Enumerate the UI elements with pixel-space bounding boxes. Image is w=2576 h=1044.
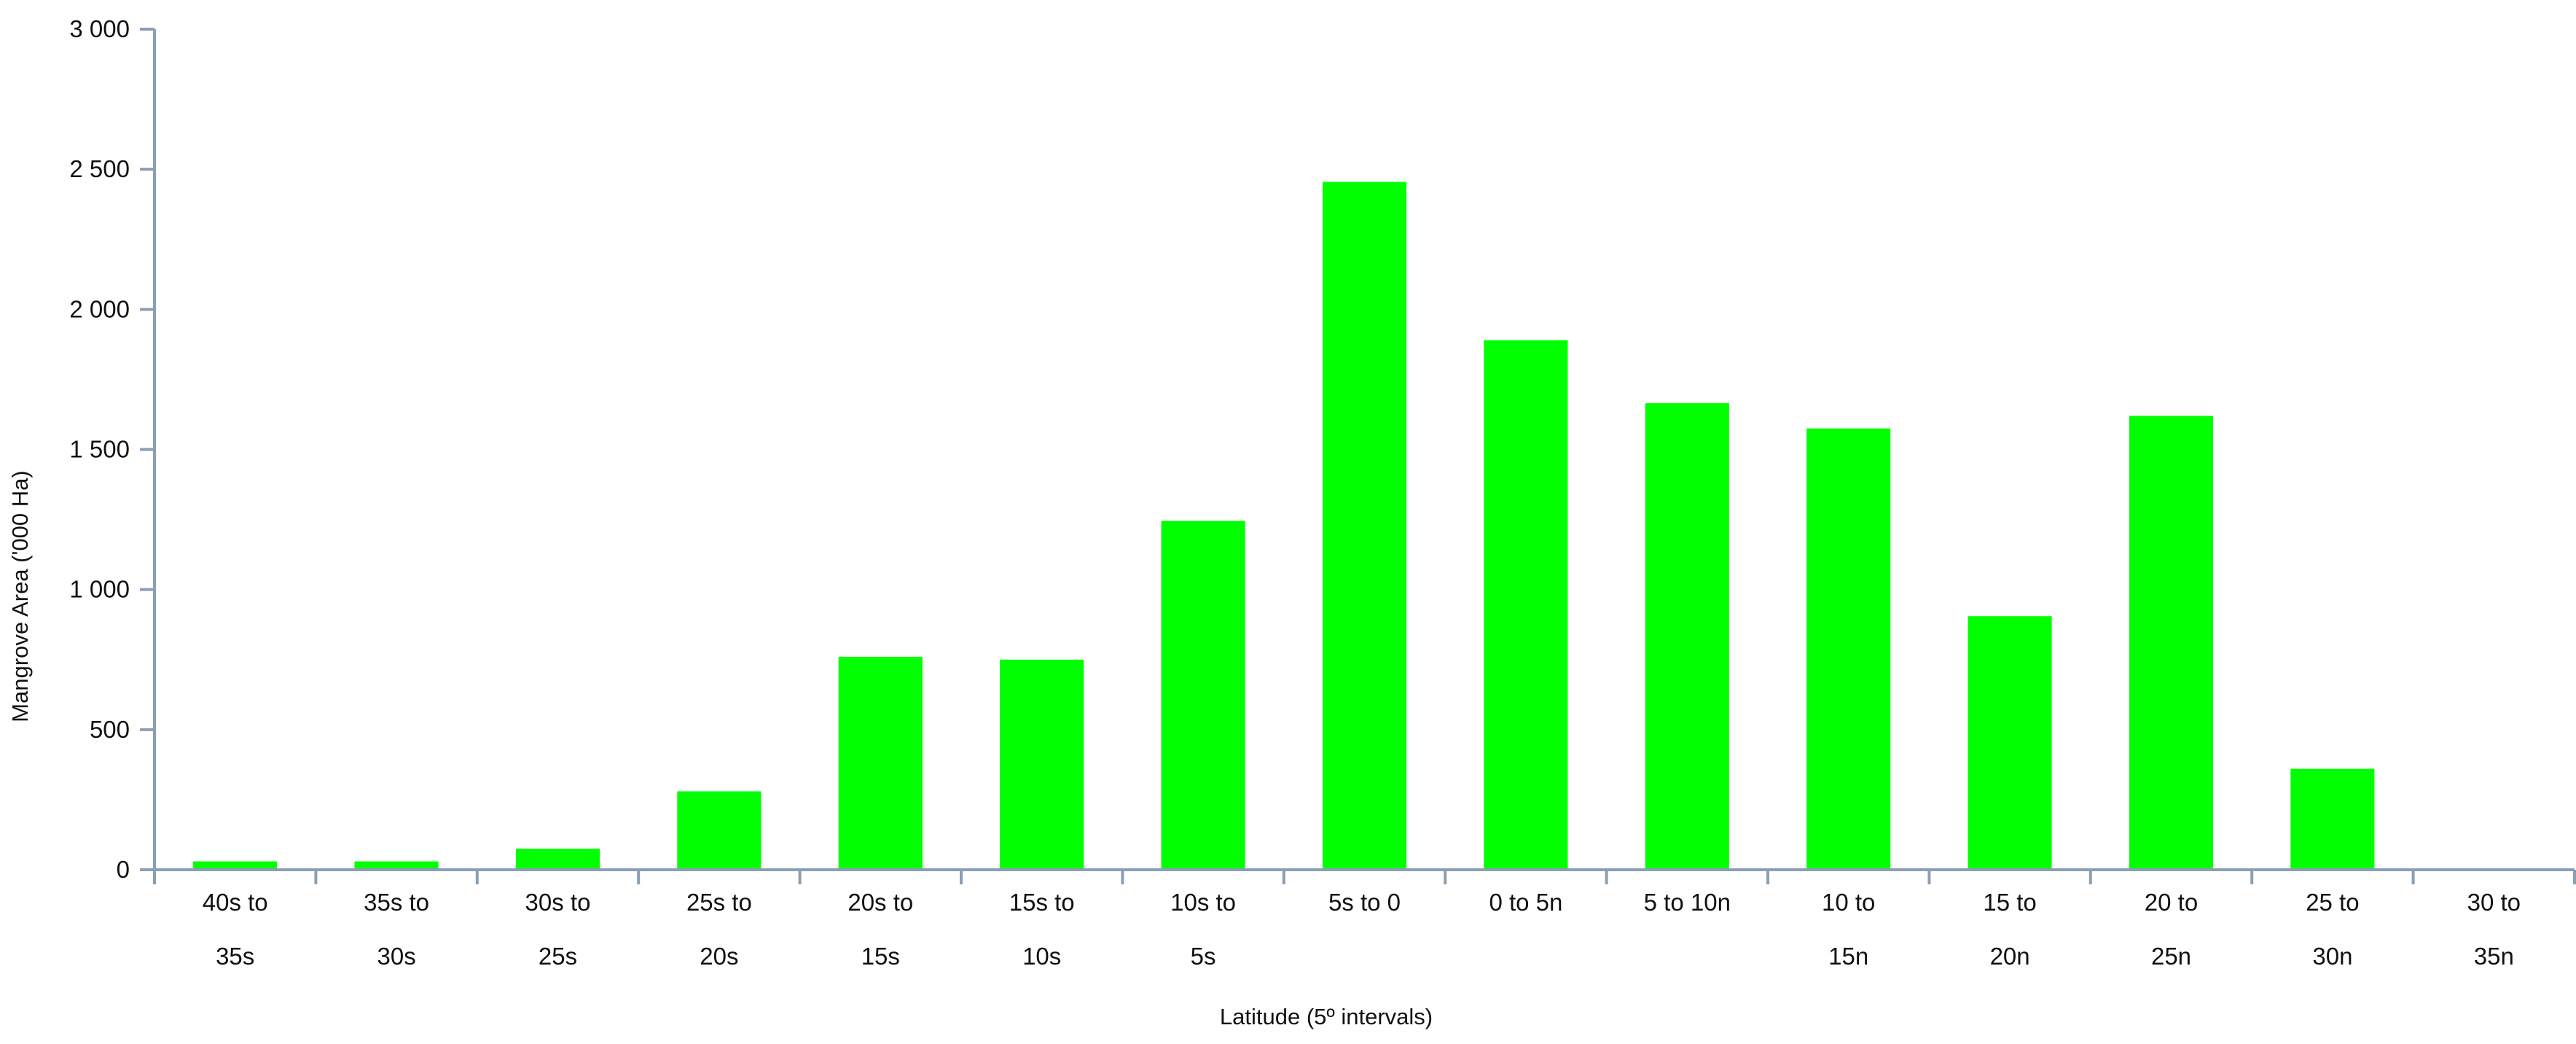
y-tick-label: 2 500 [69,155,130,182]
x-tick-label: 15 to 20n [1983,889,2036,970]
y-tick-label: 2 000 [69,295,130,322]
y-axis-title: Mangrove Area ('000 Ha) [7,470,33,722]
bar-14 [2290,768,2375,870]
bar-8 [1322,182,1406,870]
bar-13 [2129,416,2213,870]
x-tick-label: 10s to 5s [1170,889,1236,970]
x-tick-label: 5s to 0 [1328,889,1401,916]
bar-5 [838,656,923,870]
bar-9 [1484,340,1568,870]
bar-3 [515,849,600,870]
bar-12 [1968,616,2052,870]
bar-7 [1161,521,1245,870]
bar-4 [677,791,762,870]
y-tick-label: 500 [90,716,130,743]
x-tick-label: 5 to 10n [1644,889,1731,916]
y-tick-label: 1 000 [69,576,130,603]
y-tick-label: 1 500 [69,436,130,463]
y-axis: 0 500 1 000 1 500 2 000 2 500 3 000 [69,15,156,883]
x-tick-label: 20 to 25n [2145,889,2198,970]
bar-11 [1806,428,1891,870]
bar-10 [1645,403,1729,870]
x-tick-label: 10 to 15n [1822,889,1875,970]
bars-group [193,182,2375,870]
x-tick-label: 20s to 15s [847,889,913,970]
x-tick-label: 35s to 30s [364,889,429,970]
x-tick-label: 25 to 30n [2306,889,2359,970]
y-tick-label: 3 000 [69,15,130,42]
y-tick-label: 0 [117,856,130,883]
x-tick-label: 15s to 10s [1009,889,1075,970]
x-tick-label: 30 to 35n [2467,889,2521,970]
x-axis-title: Latitude (5º intervals) [1220,1004,1433,1029]
bar-6 [1000,659,1084,870]
bar-1 [193,861,278,870]
x-axis: 40s to 35s 35s to 30s 30s to 25s 25s to 20s 20s … [153,868,2576,970]
x-tick-label: 40s to 35s [203,889,268,970]
x-tick-label: 25s to 20s [686,889,752,970]
x-tick-label: 30s to 25s [525,889,591,970]
bar-2 [354,861,439,870]
x-tick-label: 0 to 5n [1489,889,1562,916]
